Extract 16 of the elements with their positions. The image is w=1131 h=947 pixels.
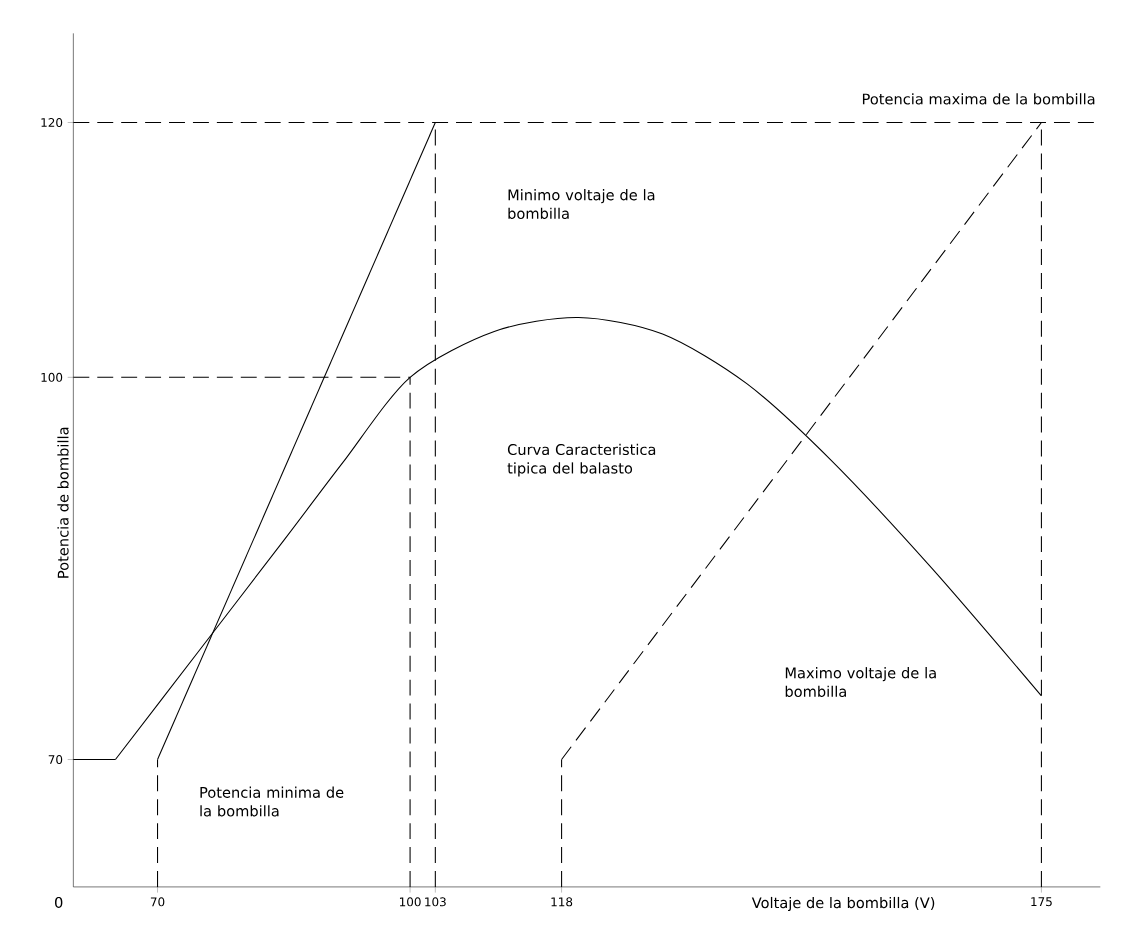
y-axis-title: Potencia de bombilla <box>57 427 69 578</box>
x-tick-label: 118 <box>551 897 573 907</box>
x-tick-label: 70 <box>150 897 165 907</box>
y-tick-label: 100 <box>41 372 63 382</box>
annotation: Minimo voltaje de la bombilla <box>508 189 655 220</box>
x-tick-label: 175 <box>1031 897 1052 907</box>
annotation: Maximo voltaje de la bombilla <box>785 667 936 698</box>
x-tick-label: 100 <box>399 897 421 907</box>
y-tick-label: 120 <box>41 118 63 128</box>
x-tick-label: 103 <box>425 897 446 907</box>
annotation: Potencia minima de la bombilla <box>200 786 344 817</box>
x-axis-title: Voltaje de la bombilla (V) <box>751 896 935 912</box>
text: 0 <box>55 896 63 909</box>
y-tick-label: 70 <box>48 755 63 765</box>
annotation: Curva Caracteristica tipica del balasto <box>507 443 656 477</box>
ref-line-label: Potencia maxima de la bombilla <box>862 93 1095 105</box>
